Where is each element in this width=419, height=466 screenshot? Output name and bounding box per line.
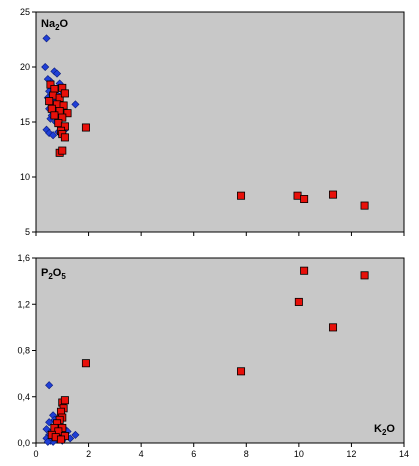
blue-sample-point	[53, 69, 62, 78]
y-tick-label: 20	[20, 62, 30, 72]
x-tick-label: 12	[346, 449, 356, 459]
red-sample-point	[63, 109, 72, 118]
red-sample-point	[293, 191, 302, 200]
panel-label-part: 5	[61, 272, 66, 281]
red-sample-point	[60, 133, 69, 142]
plot-area	[35, 257, 405, 444]
panel-label: Na2O	[41, 18, 69, 32]
panel-label: P2O5	[41, 267, 66, 281]
red-sample-point	[360, 271, 369, 280]
red-sample-point	[58, 146, 67, 155]
blue-sample-point	[45, 128, 54, 138]
panel-label-part: O	[53, 267, 62, 279]
red-sample-point	[81, 123, 90, 132]
blue-sample-point	[42, 34, 51, 43]
y-tick-label: 10	[20, 172, 30, 182]
red-sample-point	[56, 435, 65, 444]
blue-sample-point	[49, 131, 58, 140]
x-tick-label: 8	[244, 449, 249, 459]
blue-sample-point	[43, 437, 52, 446]
red-sample-point	[60, 89, 69, 98]
x-axis-label: K2O	[374, 423, 395, 437]
y-tick-label: 0,0	[17, 438, 30, 448]
x-tick-label: 4	[139, 449, 144, 459]
red-sample-point	[329, 323, 338, 332]
x-axis-label-part: 2	[382, 428, 387, 437]
blue-sample-point	[71, 100, 80, 109]
x-tick-label: 6	[191, 449, 196, 459]
y-tick-label: 1,6	[17, 253, 30, 263]
y-tick-label: 1,2	[17, 299, 30, 309]
panel-label-part: 2	[48, 272, 53, 281]
x-tick-label: 14	[399, 449, 409, 459]
x-axis-label-part: K	[374, 423, 382, 435]
panel-label-part: O	[60, 18, 69, 30]
red-sample-point	[54, 119, 63, 128]
plot-area	[35, 11, 405, 233]
red-sample-point	[60, 396, 69, 405]
red-sample-point	[360, 201, 369, 210]
y-tick-label: 0,8	[17, 346, 30, 356]
panel-label-part: Na	[41, 18, 56, 30]
y-tick-label: 5	[25, 227, 30, 237]
red-sample-point	[47, 104, 56, 113]
x-tick-label: 0	[33, 449, 38, 459]
blue-sample-point	[41, 62, 50, 72]
blue-sample-point	[45, 381, 54, 390]
red-sample-point	[50, 85, 59, 94]
y-tick-label: 25	[20, 7, 30, 17]
red-sample-point	[81, 359, 90, 368]
red-sample-point	[45, 97, 54, 106]
panel-label-part: P	[41, 267, 48, 279]
x-tick-label: 10	[294, 449, 304, 459]
panel-label-part: 2	[55, 23, 60, 32]
red-sample-point	[294, 297, 303, 306]
y-tick-label: 15	[20, 117, 30, 127]
x-tick-label: 2	[86, 449, 91, 459]
red-sample-point	[300, 266, 309, 275]
red-sample-point	[300, 194, 309, 203]
x-axis-label-part: O	[386, 423, 395, 435]
red-sample-point	[50, 111, 59, 120]
y-tick-label: 0,4	[17, 392, 30, 402]
blue-sample-point	[71, 430, 80, 439]
na2o-panel: 5 10 15 20 25 Na2O	[20, 7, 405, 237]
red-sample-point	[329, 190, 338, 199]
red-sample-point	[237, 367, 246, 376]
red-sample-point	[237, 191, 246, 200]
